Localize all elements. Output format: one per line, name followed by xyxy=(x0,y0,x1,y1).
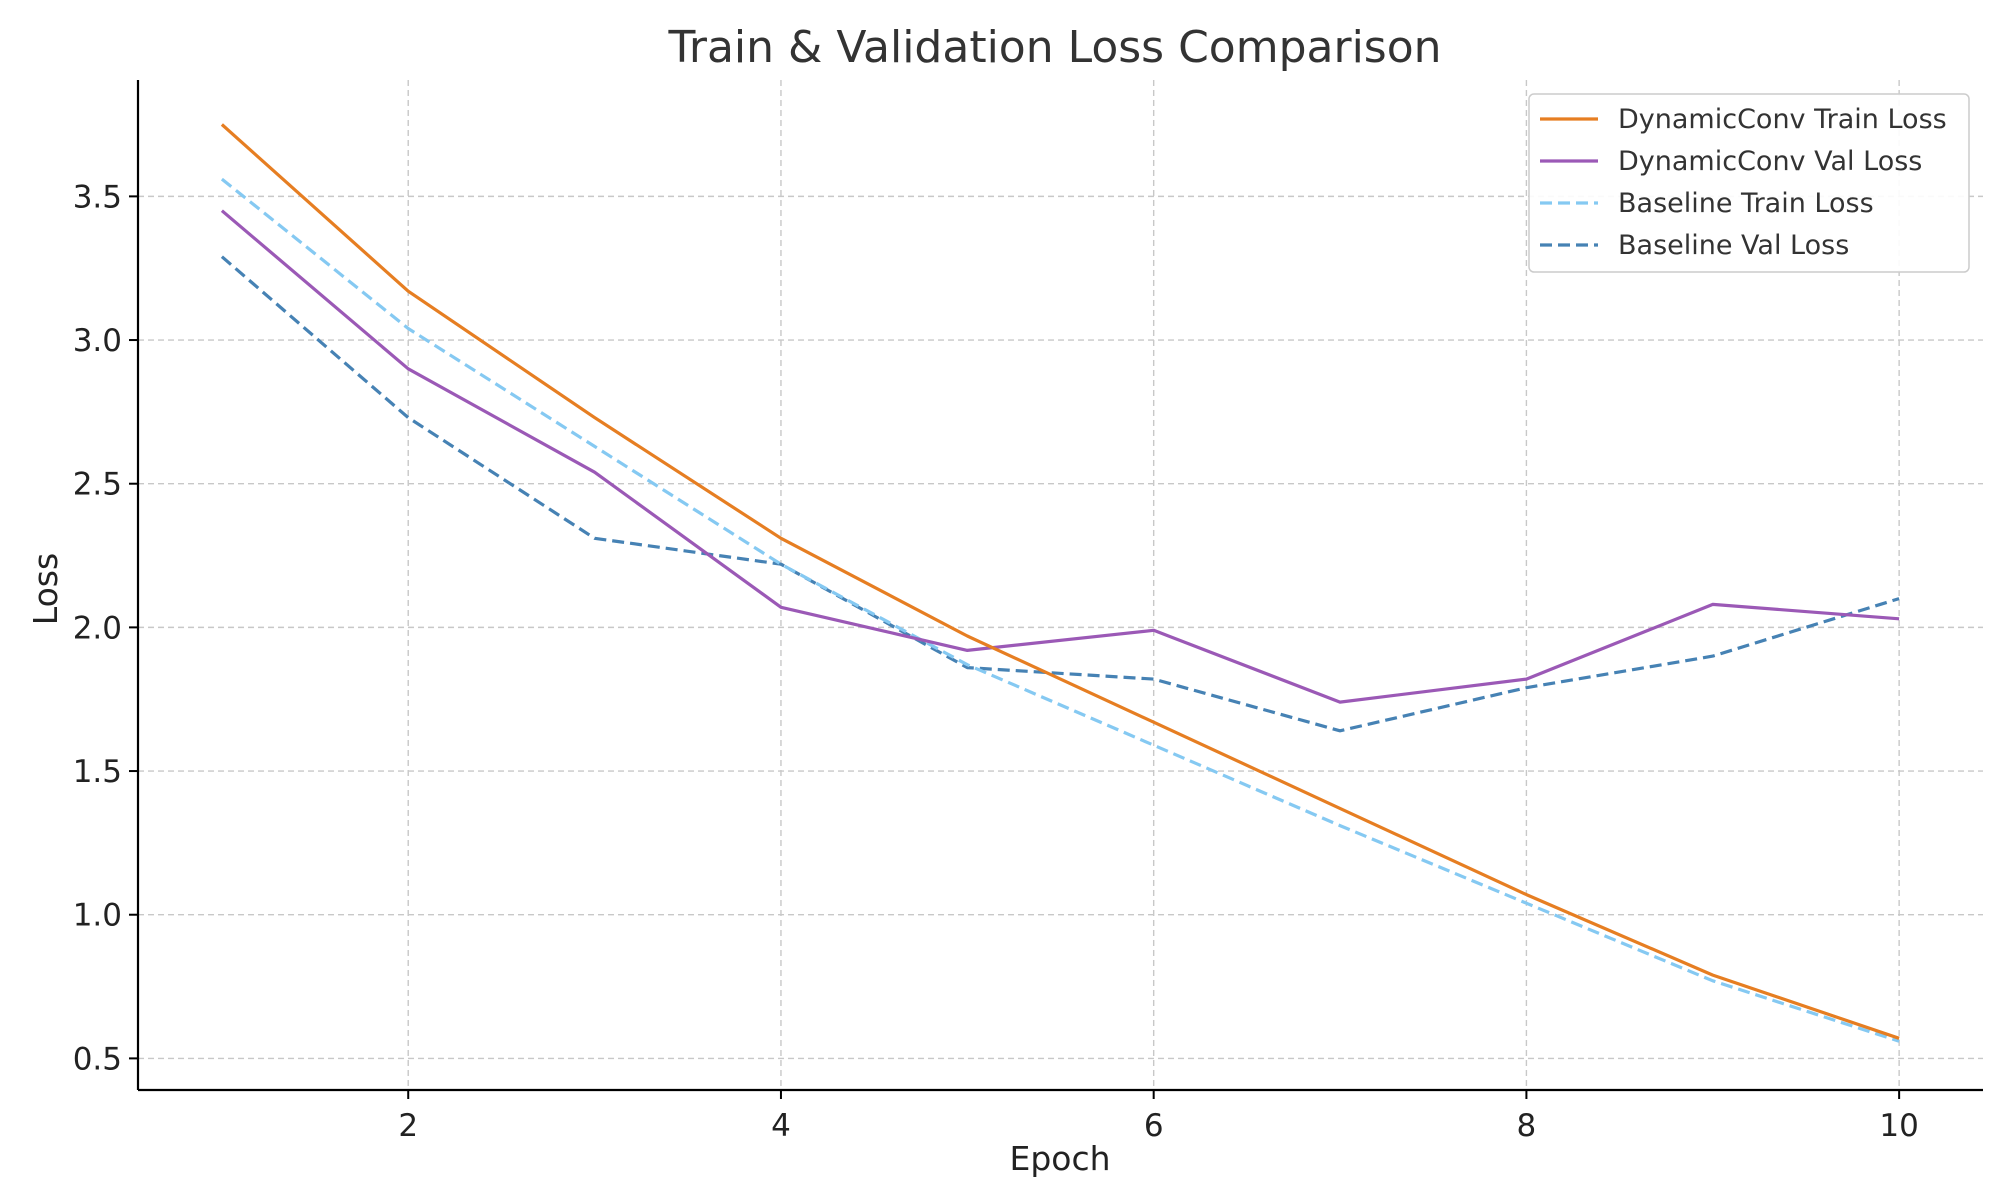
dynamicconv-train-loss-line xyxy=(220,123,1900,1040)
x-tick-label: 2 xyxy=(398,1108,418,1144)
x-tick-label: 4 xyxy=(771,1108,791,1144)
x-ticks: 2 4 6 8 10 xyxy=(398,1090,1919,1144)
y-tick-label: 3.5 xyxy=(73,179,122,215)
y-tick-label: 3.0 xyxy=(73,323,122,359)
legend-label-dynamicconv-train-loss: DynamicConv Train Loss xyxy=(1618,104,1947,135)
chart-title: Train & Validation Loss Comparison xyxy=(667,22,1441,73)
y-ticks: 0.5 1.0 1.5 2.0 2.5 3.0 3.5 xyxy=(73,179,138,1077)
baseline-val-loss-line xyxy=(220,255,1900,733)
x-axis-label: Epoch xyxy=(1009,1139,1110,1178)
legend-label-dynamicconv-val-loss: DynamicConv Val Loss xyxy=(1618,146,1922,177)
baseline-train-loss-line xyxy=(220,177,1900,1043)
dynamicconv-val-loss-line xyxy=(220,209,1900,704)
x-tick-label: 6 xyxy=(1144,1108,1164,1144)
y-tick-label: 1.0 xyxy=(73,898,122,934)
y-tick-label: 0.5 xyxy=(73,1041,122,1077)
grid xyxy=(138,80,1983,1090)
legend-label-baseline-val-loss: Baseline Val Loss xyxy=(1618,230,1849,261)
legend: DynamicConv Train Loss DynamicConv Val Lo… xyxy=(1528,93,1970,273)
y-axis-label: Loss xyxy=(26,553,65,625)
x-tick-label: 8 xyxy=(1517,1108,1537,1144)
x-tick-label: 10 xyxy=(1879,1108,1918,1144)
y-tick-label: 1.5 xyxy=(73,754,122,790)
series-lines xyxy=(220,123,1900,1043)
legend-box xyxy=(1528,93,1970,273)
legend-label-baseline-train-loss: Baseline Train Loss xyxy=(1618,188,1874,219)
y-tick-label: 2.0 xyxy=(73,610,122,646)
y-tick-label: 2.5 xyxy=(73,467,122,503)
